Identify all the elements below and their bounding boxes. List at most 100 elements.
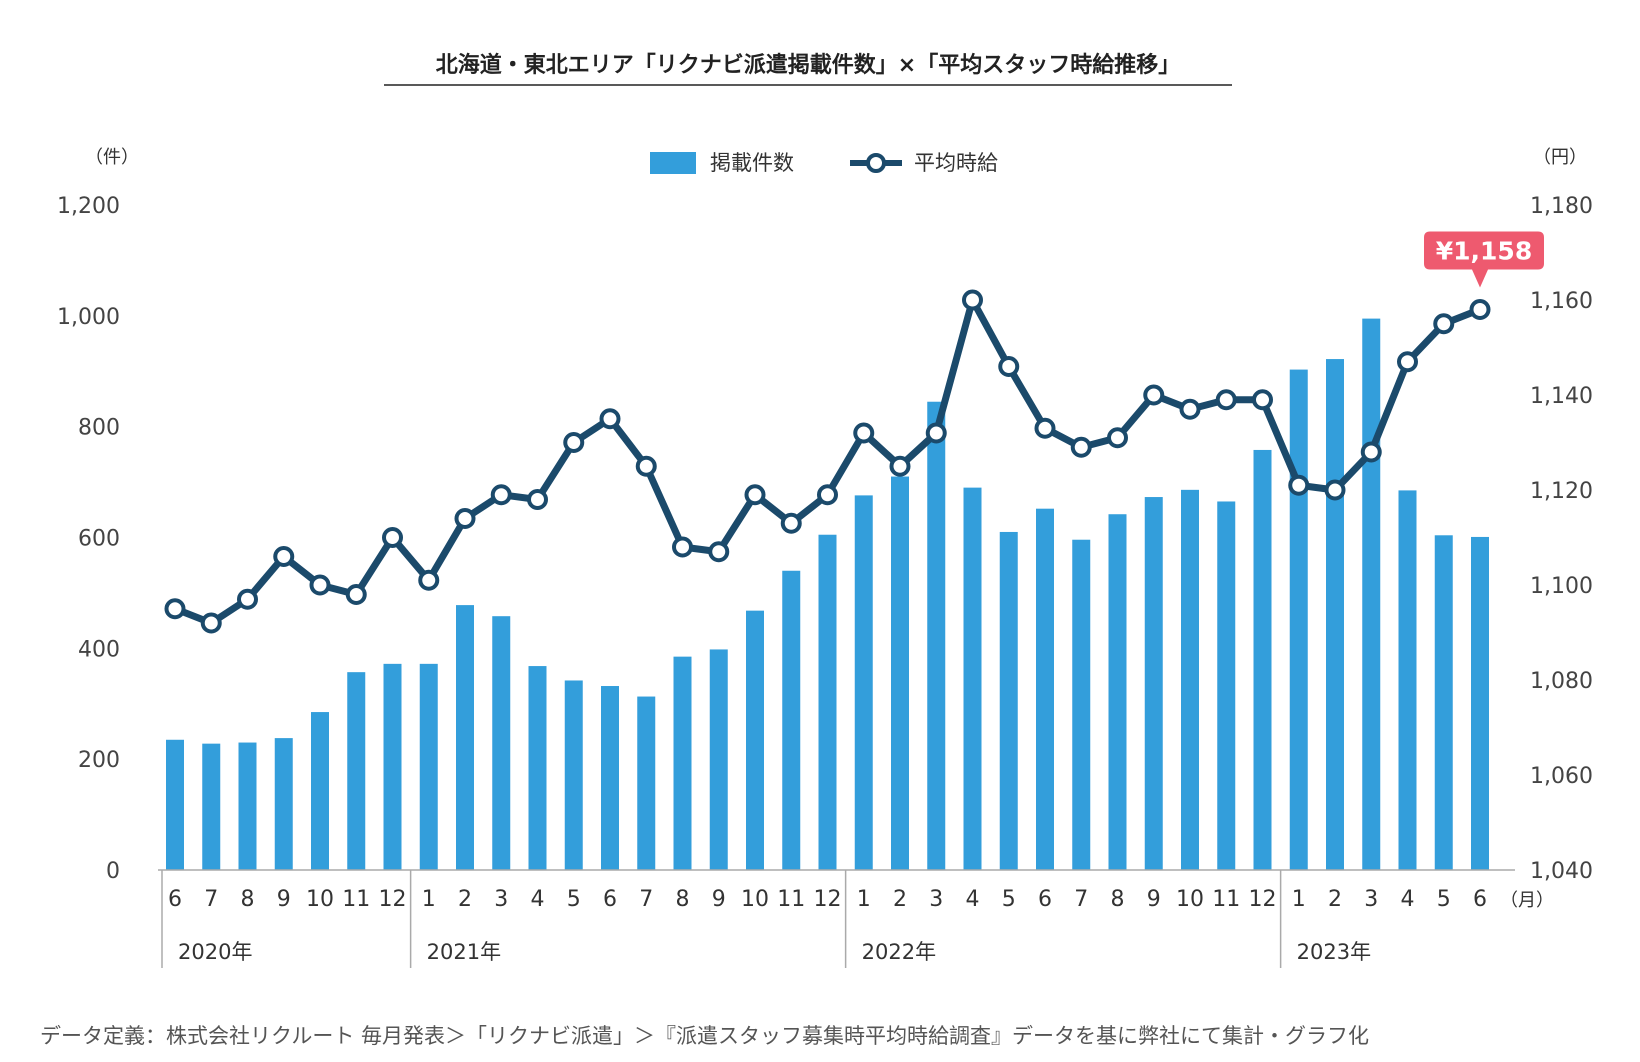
bar xyxy=(1036,508,1054,870)
month-label: 2 xyxy=(893,887,907,912)
month-label: 3 xyxy=(494,887,508,912)
left-tick-label: 800 xyxy=(78,416,120,441)
right-tick-label: 1,160 xyxy=(1530,289,1593,314)
legend-line-marker xyxy=(866,153,886,173)
month-label: 10 xyxy=(741,887,769,912)
right-tick-label: 1,080 xyxy=(1530,669,1593,694)
bar xyxy=(492,616,511,870)
month-label: 7 xyxy=(1074,887,1088,912)
bar xyxy=(528,666,547,870)
bar xyxy=(1289,369,1308,870)
bar xyxy=(963,487,982,870)
bar xyxy=(673,656,692,870)
month-label: 8 xyxy=(1111,887,1125,912)
wage-point xyxy=(780,512,802,534)
right-tick-label: 1,060 xyxy=(1530,764,1593,789)
right-axis-unit: （円） xyxy=(1533,147,1587,168)
source-note: データ定義：株式会社リクルート 毎月発表＞「リクナビ派遣」＞『派遣スタッフ募集時… xyxy=(40,1024,1369,1048)
bar xyxy=(238,742,257,870)
month-label: 8 xyxy=(241,887,255,912)
right-tick-label: 1,180 xyxy=(1530,194,1593,219)
wage-point xyxy=(635,455,657,477)
bar xyxy=(1326,359,1344,870)
bar xyxy=(1398,490,1417,870)
right-tick-label: 1,040 xyxy=(1530,859,1593,884)
legend: 掲載件数 平均時給 xyxy=(650,151,998,175)
wage-point xyxy=(200,612,222,634)
bar xyxy=(383,663,402,870)
month-label: 6 xyxy=(1038,887,1052,912)
month-label: 7 xyxy=(204,887,218,912)
bar xyxy=(1144,497,1163,870)
wage-point xyxy=(998,356,1020,377)
wage-point xyxy=(273,546,295,567)
year-label: 2021年 xyxy=(427,940,501,964)
month-label: 9 xyxy=(712,887,726,912)
month-label: 11 xyxy=(342,887,370,912)
left-axis-unit: （件） xyxy=(85,147,139,168)
month-label: 4 xyxy=(966,887,980,912)
wage-point xyxy=(1397,351,1418,373)
bar xyxy=(999,531,1018,870)
month-label: 11 xyxy=(1212,887,1240,912)
bar xyxy=(1072,539,1091,870)
bar xyxy=(166,739,184,870)
bar xyxy=(927,401,946,870)
callout-label: ¥1,158 xyxy=(1436,237,1532,266)
month-label: 2 xyxy=(458,887,472,912)
bar xyxy=(637,696,656,870)
latest-value-callout: ¥1,158 xyxy=(1424,231,1544,288)
wage-point xyxy=(164,598,186,620)
right-axis-ticks: 1,040 1,060 1,080 1,100 1,120 1,140 1,160 1,180 xyxy=(1530,194,1593,884)
left-tick-label: 600 xyxy=(78,527,120,552)
month-labels: 6 7 8 9 10 11 12 1 2 3 4 5 6 7 8 9 10 11 12 1 2 3 4 5 6 7 8 9 10 11 12… xyxy=(168,887,1487,912)
legend-bar-label: 掲載件数 xyxy=(710,151,794,175)
bar xyxy=(818,534,837,870)
wage-point xyxy=(599,408,621,430)
bar xyxy=(347,672,366,870)
wage-point xyxy=(1179,398,1201,420)
wage-point xyxy=(1143,384,1165,406)
bar xyxy=(564,680,583,870)
x-axis xyxy=(158,869,1515,968)
bar xyxy=(456,605,474,870)
wage-point xyxy=(853,422,875,444)
year-label: 2022年 xyxy=(862,940,936,964)
year-labels: 2020年 2021年 2022年 2023年 xyxy=(178,940,1371,964)
right-tick-label: 1,100 xyxy=(1530,574,1593,599)
wage-point xyxy=(925,422,947,444)
month-label: 3 xyxy=(929,887,943,912)
bar xyxy=(1108,514,1127,870)
wage-point xyxy=(1288,474,1310,496)
wage-point xyxy=(1107,427,1128,449)
line-series xyxy=(164,289,1491,634)
month-label: 12 xyxy=(814,887,842,912)
wage-point xyxy=(345,584,367,605)
bar xyxy=(854,495,873,870)
wage-point xyxy=(1034,417,1056,439)
month-label: 5 xyxy=(1002,887,1016,912)
bar xyxy=(1434,535,1453,870)
wage-point xyxy=(527,489,548,510)
year-label: 2020年 xyxy=(178,940,252,964)
bar xyxy=(891,476,909,870)
bar xyxy=(709,649,728,870)
month-label: 2 xyxy=(1328,887,1342,912)
wage-point xyxy=(962,289,983,311)
left-tick-label: 1,200 xyxy=(57,194,120,219)
bar xyxy=(311,712,329,870)
wage-point xyxy=(1469,299,1491,320)
right-tick-label: 1,120 xyxy=(1530,479,1593,504)
wage-point xyxy=(1360,441,1382,463)
wage-point xyxy=(672,536,693,558)
legend-bar-swatch xyxy=(650,152,696,174)
left-tick-label: 400 xyxy=(78,637,120,662)
bar xyxy=(1181,489,1199,870)
chart-title: 北海道・東北エリア「リクナビ派遣掲載件数」×「平均スタッフ時給推移」 xyxy=(436,52,1180,78)
month-label: 6 xyxy=(603,887,617,912)
month-label: 4 xyxy=(1401,887,1415,912)
year-label: 2023年 xyxy=(1297,940,1371,964)
month-label: 1 xyxy=(857,887,871,912)
bar xyxy=(274,738,293,870)
bar xyxy=(746,610,764,870)
